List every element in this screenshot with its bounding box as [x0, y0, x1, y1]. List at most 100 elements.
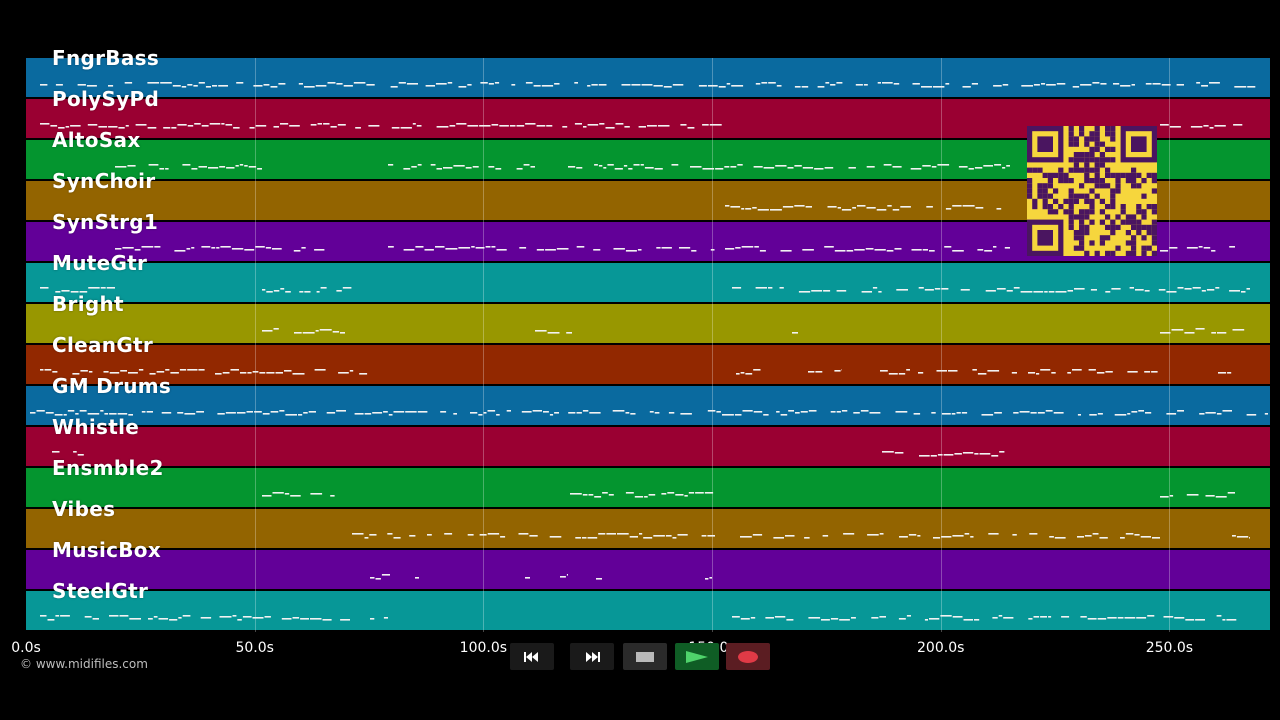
- qr-module: [1094, 178, 1100, 184]
- qr-module: [1131, 224, 1137, 230]
- transport-controls: [510, 643, 770, 670]
- qr-module: [1053, 172, 1059, 178]
- qr-module: [1110, 157, 1116, 163]
- qr-module: [1089, 157, 1095, 163]
- qr-module: [1079, 224, 1085, 230]
- qr-module: [1115, 178, 1121, 184]
- qr-module: [1115, 214, 1121, 220]
- track-lane[interactable]: [26, 550, 1270, 591]
- qr-code-icon[interactable]: [1027, 126, 1157, 256]
- qr-module: [1089, 188, 1095, 194]
- stop-button[interactable]: [623, 643, 667, 670]
- qr-module: [1141, 245, 1147, 251]
- track-label: Bright: [52, 292, 124, 316]
- qr-module: [1042, 172, 1048, 178]
- track-lane[interactable]: [26, 304, 1270, 345]
- qr-module: [1084, 250, 1090, 256]
- qr-module: [1073, 214, 1079, 220]
- qr-module: [1084, 224, 1090, 230]
- qr-module: [1084, 136, 1090, 142]
- qr-module: [1136, 219, 1142, 225]
- qr-module: [1068, 136, 1074, 142]
- track-lane[interactable]: [26, 509, 1270, 550]
- fast-forward-button[interactable]: [570, 643, 614, 670]
- qr-module: [1125, 250, 1131, 256]
- time-gridline: [712, 58, 714, 632]
- qr-module: [1068, 178, 1074, 184]
- track-lane[interactable]: [26, 591, 1270, 632]
- qr-module: [1125, 230, 1131, 236]
- qr-module: [1120, 219, 1126, 225]
- qr-module: [1068, 209, 1074, 215]
- track-lane[interactable]: [26, 427, 1270, 468]
- rewind-button[interactable]: [510, 643, 554, 670]
- qr-module: [1063, 178, 1069, 184]
- qr-module: [1131, 240, 1137, 246]
- qr-module: [1084, 230, 1090, 236]
- qr-module: [1105, 157, 1111, 163]
- fast-forward-icon: [586, 651, 600, 662]
- time-gridline: [1169, 58, 1171, 632]
- qr-module: [1099, 157, 1105, 163]
- qr-module: [1099, 198, 1105, 204]
- qr-module: [1094, 193, 1100, 199]
- play-button[interactable]: [675, 643, 719, 670]
- qr-module: [1027, 178, 1033, 184]
- qr-module: [1073, 157, 1079, 163]
- qr-module: [1136, 224, 1142, 230]
- qr-module: [1037, 230, 1053, 246]
- track-label: AltoSax: [52, 128, 141, 152]
- qr-module: [1099, 183, 1105, 189]
- qr-module: [1084, 214, 1090, 220]
- time-tick-label: 0.0s: [11, 640, 41, 656]
- qr-module: [1068, 157, 1074, 163]
- qr-module: [1110, 172, 1116, 178]
- qr-module: [1099, 240, 1105, 246]
- qr-module: [1094, 131, 1100, 137]
- qr-module: [1110, 188, 1116, 194]
- qr-module: [1110, 198, 1116, 204]
- qr-module: [1105, 146, 1111, 152]
- qr-module: [1105, 183, 1111, 189]
- qr-module: [1053, 198, 1059, 204]
- qr-module: [1141, 209, 1147, 215]
- qr-module: [1047, 209, 1053, 215]
- qr-module: [1151, 224, 1157, 230]
- record-button[interactable]: [726, 643, 770, 670]
- track-label: Whistle: [52, 415, 140, 439]
- qr-module: [1068, 219, 1074, 225]
- qr-module: [1089, 198, 1095, 204]
- record-icon: [738, 650, 758, 663]
- qr-module: [1084, 162, 1090, 168]
- track-label: GM Drums: [52, 374, 172, 398]
- qr-module: [1105, 224, 1111, 230]
- qr-module: [1146, 224, 1152, 230]
- qr-module: [1058, 172, 1064, 178]
- qr-module: [1120, 204, 1126, 210]
- qr-module: [1068, 204, 1074, 210]
- qr-module: [1042, 193, 1048, 199]
- qr-module: [1073, 141, 1079, 147]
- qr-module: [1099, 219, 1105, 225]
- track-lane[interactable]: [26, 263, 1270, 304]
- qr-module: [1063, 198, 1069, 204]
- qr-module: [1099, 178, 1105, 184]
- track-lane[interactable]: [26, 468, 1270, 509]
- qr-module: [1032, 198, 1038, 204]
- qr-module: [1094, 141, 1100, 147]
- track-lane[interactable]: [26, 386, 1270, 427]
- qr-module: [1079, 245, 1085, 251]
- qr-module: [1047, 178, 1053, 184]
- track-lane[interactable]: [26, 345, 1270, 386]
- qr-module: [1084, 172, 1090, 178]
- qr-module: [1089, 146, 1095, 152]
- qr-module: [1120, 209, 1126, 215]
- track-lane[interactable]: [26, 58, 1270, 99]
- qr-module: [1068, 167, 1074, 173]
- qr-module: [1105, 235, 1111, 241]
- qr-module: [1146, 245, 1152, 251]
- qr-module: [1131, 178, 1137, 184]
- qr-module: [1115, 188, 1121, 194]
- qr-module: [1058, 204, 1064, 210]
- time-tick-label: 100.0s: [459, 640, 508, 656]
